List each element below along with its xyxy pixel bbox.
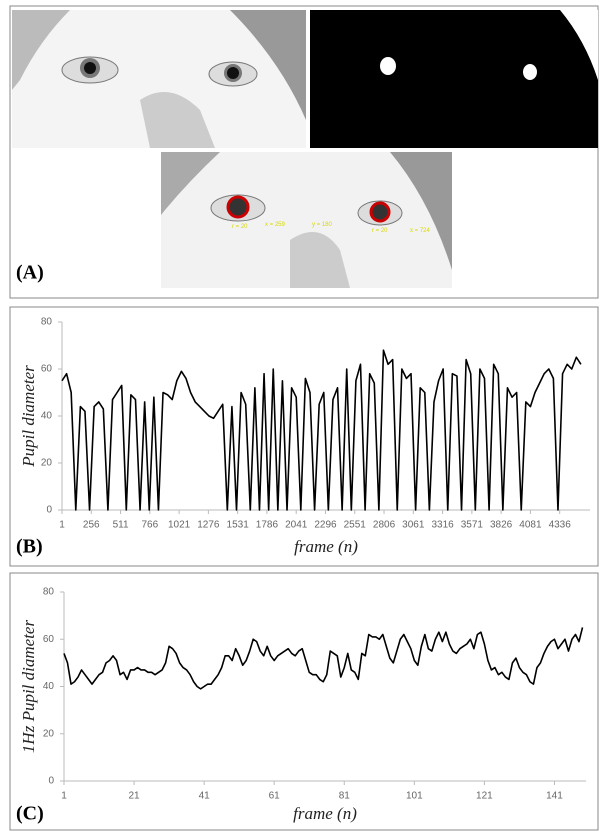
data-line bbox=[64, 627, 583, 688]
data-line bbox=[62, 350, 581, 510]
panel-label: (C) bbox=[16, 803, 44, 825]
x-tick-label: 3316 bbox=[431, 520, 454, 531]
y-tick-label: 60 bbox=[41, 364, 53, 375]
x-tick-label: 41 bbox=[199, 791, 211, 802]
annotation: r = 20 bbox=[372, 228, 388, 234]
x-tick-label: 256 bbox=[83, 520, 100, 531]
x-tick-label: 3826 bbox=[490, 520, 513, 531]
y-tick-label: 40 bbox=[41, 411, 53, 422]
x-tick-label: 1021 bbox=[168, 520, 191, 531]
x-tick-label: 2551 bbox=[344, 520, 367, 531]
x-axis-title: frame (n) bbox=[294, 537, 358, 556]
y-tick-label: 20 bbox=[43, 728, 55, 739]
detection-photo bbox=[161, 152, 452, 288]
x-tick-label: 1786 bbox=[256, 520, 279, 531]
annotation: x = 259 bbox=[265, 222, 286, 228]
x-axis-title: frame (n) bbox=[293, 804, 357, 823]
face-photo bbox=[12, 10, 306, 148]
x-tick-label: 3571 bbox=[461, 520, 484, 531]
y-tick-label: 80 bbox=[41, 317, 53, 328]
y-axis-title: 1Hz Pupil diameter bbox=[19, 620, 38, 754]
y-tick-label: 0 bbox=[48, 776, 54, 787]
x-tick-label: 61 bbox=[269, 791, 281, 802]
panel-label: (B) bbox=[16, 536, 43, 558]
x-tick-label: 2806 bbox=[373, 520, 396, 531]
y-tick-label: 0 bbox=[46, 505, 52, 516]
binary-image bbox=[310, 10, 598, 148]
x-tick-label: 1 bbox=[59, 520, 65, 531]
x-tick-label: 1276 bbox=[197, 520, 220, 531]
y-tick-label: 20 bbox=[41, 458, 53, 469]
panel-label: (A) bbox=[16, 262, 44, 284]
x-tick-label: 121 bbox=[476, 791, 493, 802]
figure: r = 20 x = 259 y = 180 r = 20 x = 724 (A… bbox=[0, 0, 606, 834]
x-tick-label: 1 bbox=[61, 791, 67, 802]
x-tick-label: 4081 bbox=[519, 520, 542, 531]
x-tick-label: 21 bbox=[129, 791, 141, 802]
annotation: y = 180 bbox=[312, 222, 333, 228]
x-tick-label: 101 bbox=[406, 791, 423, 802]
y-tick-label: 80 bbox=[43, 587, 55, 598]
y-tick-label: 40 bbox=[43, 681, 55, 692]
x-tick-label: 81 bbox=[339, 791, 351, 802]
x-tick-label: 766 bbox=[141, 520, 158, 531]
x-tick-label: 141 bbox=[546, 791, 563, 802]
annotation: x = 724 bbox=[410, 228, 431, 234]
x-tick-label: 4336 bbox=[549, 520, 572, 531]
annotation: r = 20 bbox=[232, 224, 248, 230]
x-tick-label: 2296 bbox=[314, 520, 337, 531]
x-tick-label: 1531 bbox=[227, 520, 250, 531]
panel-c-frame bbox=[10, 573, 598, 830]
y-axis-title: Pupil diameter bbox=[19, 365, 38, 468]
x-tick-label: 2041 bbox=[285, 520, 308, 531]
x-tick-label: 3061 bbox=[402, 520, 425, 531]
x-tick-label: 511 bbox=[113, 520, 129, 531]
y-tick-label: 60 bbox=[43, 634, 55, 645]
